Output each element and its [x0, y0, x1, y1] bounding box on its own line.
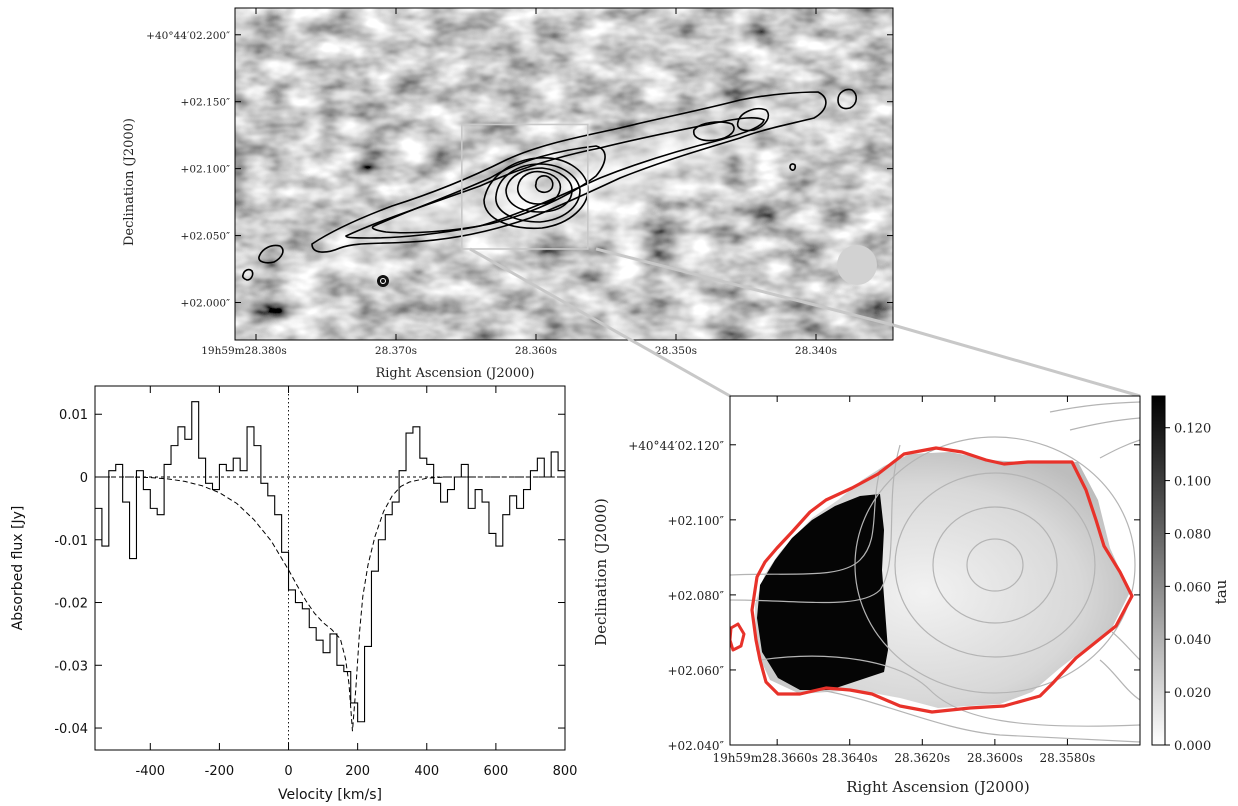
tau-map-frame — [729, 395, 1141, 746]
radio-map-x-tick: 28.360s — [515, 345, 557, 357]
tau-colorbar-ticks: 0.120 0.100 0.080 0.060 0.040 0.020 0.000 — [1165, 422, 1211, 754]
tau-map-y-tick: +02.040″ — [667, 739, 724, 753]
spectrum-x-label: Velocity [km/s] — [278, 787, 382, 803]
radio-jet-contours — [241, 88, 858, 287]
spectrum-x-tick: -200 — [205, 764, 235, 779]
tau-map-x-tick: 28.3640s — [822, 751, 878, 765]
radio-map-x-tick: 19h59m28.380s — [201, 345, 287, 357]
tau-map-x-tick: 28.3620s — [894, 751, 950, 765]
tau-map-contours — [730, 401, 1140, 743]
spectrum-x-tick: 400 — [414, 764, 439, 779]
spectrum-x-tick: 800 — [553, 764, 578, 779]
spectrum-y-tick: 0.01 — [59, 408, 88, 423]
tau-map-y-label: Declination (J2000) — [592, 498, 610, 646]
tau-map-y-tick: +40°44′02.120″ — [628, 439, 724, 453]
radio-map-y-tick: +40°44′02.200″ — [146, 30, 230, 42]
tau-colorbar-tick: 0.100 — [1174, 475, 1211, 490]
spectrum-y-tick: -0.04 — [54, 722, 88, 737]
tau-map-panel: 19h59m28.3660s 28.3640s 28.3620s 28.3600s 28… — [592, 395, 1230, 796]
spectrum-ticks: -400 -200 0 200 400 600 800 0.01 0 -0.01 -0.02 -0.0… — [54, 386, 577, 779]
tau-colorbar — [1151, 395, 1166, 746]
spectrum-panel: -400 -200 0 200 400 600 800 0.01 0 -0.01 -0.02 -0.0… — [10, 385, 577, 803]
tau-colorbar-label: tau — [1212, 579, 1230, 604]
absorption-outline — [750, 446, 1134, 714]
spectrum-frame — [94, 385, 566, 751]
tau-colorbar-tick: 0.020 — [1174, 686, 1211, 701]
beam-marker — [837, 245, 877, 285]
radio-map-x-tick: 28.350s — [655, 345, 697, 357]
spectrum-x-tick: 0 — [284, 764, 292, 779]
radio-map-y-tick: +02.150″ — [181, 97, 231, 109]
spectrum-histogram — [95, 401, 565, 723]
spectrum-y-tick: -0.02 — [54, 597, 88, 612]
tau-map-x-tick: 19h59m28.3660s — [712, 751, 817, 765]
tau-map-x-label: Right Ascension (J2000) — [846, 778, 1029, 796]
radio-map-ticks: 19h59m28.380s 28.370s 28.360s 28.350s 28.340… — [146, 8, 893, 357]
tau-map-y-tick: +02.100″ — [667, 514, 724, 528]
tau-map-y-tick: +02.080″ — [667, 589, 724, 603]
spectrum-x-tick: -400 — [136, 764, 166, 779]
tau-colorbar-tick: 0.040 — [1174, 633, 1211, 648]
radio-map-x-tick: 28.370s — [375, 345, 417, 357]
tau-map-y-tick: +02.060″ — [667, 664, 724, 678]
radio-map-y-tick: +02.000″ — [181, 298, 231, 310]
radio-map-y-tick: +02.100″ — [181, 164, 231, 176]
radio-map-frame — [234, 7, 894, 341]
radio-map-y-tick: +02.050″ — [181, 231, 231, 243]
tau-map-x-tick: 28.3580s — [1040, 751, 1096, 765]
spectrum-y-tick: 0 — [80, 471, 88, 486]
spectrum-y-tick: -0.01 — [54, 534, 88, 549]
tau-colorbar-tick: 0.000 — [1174, 739, 1211, 754]
radio-map-panel: 19h59m28.380s 28.370s 28.360s 28.350s 28.340… — [122, 7, 894, 381]
zoom-box — [460, 123, 589, 250]
tau-map-absorption-region — [757, 494, 888, 690]
tau-colorbar-tick: 0.120 — [1174, 422, 1211, 437]
spectrum-y-label: Absorbed flux [Jy] — [10, 506, 26, 631]
radio-map-x-label: Right Ascension (J2000) — [375, 366, 534, 381]
radio-map-x-tick: 28.340s — [795, 345, 837, 357]
tau-map-ticks: 19h59m28.3660s 28.3640s 28.3620s 28.3600s 28… — [628, 396, 1140, 765]
spectrum-x-tick: 200 — [345, 764, 370, 779]
tau-colorbar-tick: 0.080 — [1174, 527, 1211, 542]
spectrum-y-tick: -0.03 — [54, 659, 88, 674]
tau-colorbar-tick: 0.060 — [1174, 580, 1211, 595]
spectrum-x-tick: 600 — [483, 764, 508, 779]
zoom-connectors — [469, 247, 1141, 398]
spectrum-gaussian-fit — [95, 476, 565, 732]
tau-map-x-tick: 28.3600s — [967, 751, 1023, 765]
radio-map-y-label: Declination (J2000) — [122, 118, 137, 246]
absorption-outline-fragment — [730, 622, 746, 652]
